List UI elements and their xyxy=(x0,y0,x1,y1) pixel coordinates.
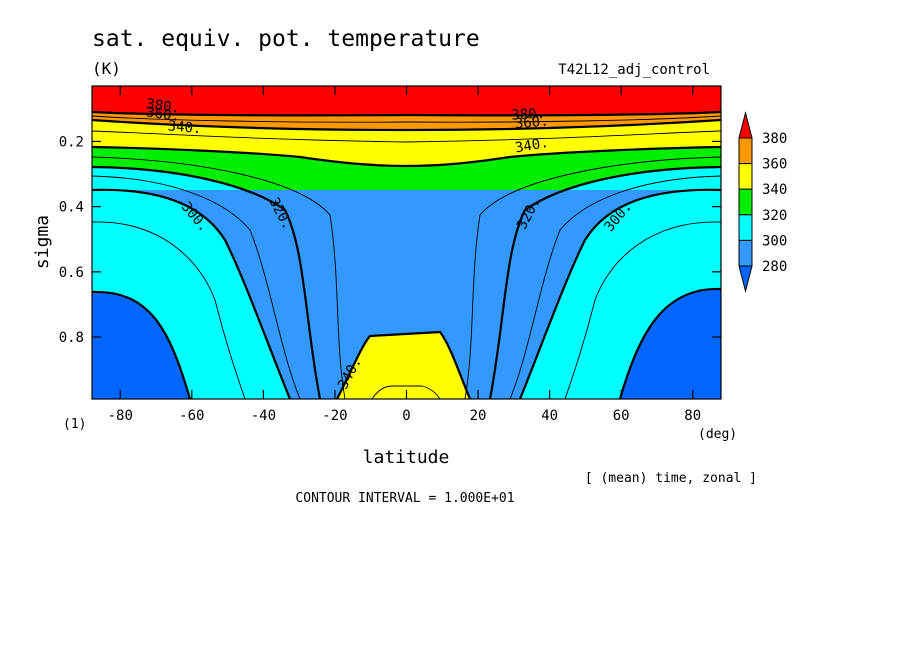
contour-label: 360. xyxy=(145,104,181,125)
colorbar-label: 300 xyxy=(762,233,787,249)
y-tick-label: 0.6 xyxy=(59,265,84,281)
averaging-note: [ (mean) time, zonal ] xyxy=(585,471,757,486)
x-tick-label: -40 xyxy=(251,408,276,424)
contour-line-300 xyxy=(92,188,721,399)
contour-line-330 xyxy=(92,156,721,399)
colorbar-label: 380 xyxy=(762,131,787,147)
band-below-280-left xyxy=(92,291,190,399)
units-label: (K) xyxy=(92,59,121,78)
colorbar-bottom-triangle xyxy=(738,265,753,293)
contour-interval-note: CONTOUR INTERVAL = 1.000E+01 xyxy=(295,491,514,506)
colorbar-segment xyxy=(738,214,753,241)
contour-line-370 xyxy=(92,115,721,123)
y-axis-label: sigma xyxy=(32,215,53,269)
contour-line-280 xyxy=(92,287,721,399)
colorbar-label: 320 xyxy=(762,208,787,224)
contour-line-inner-340 xyxy=(336,330,472,399)
contour-label: 340. xyxy=(167,118,202,137)
x-tick-label: -80 xyxy=(108,408,133,424)
colorbar-top-triangle xyxy=(738,111,753,139)
x-tick-label: 80 xyxy=(684,408,701,424)
band-280-300 xyxy=(92,189,721,399)
contour-line-350 xyxy=(92,130,721,143)
colorbar: 380 360 340 320 300 280 xyxy=(738,111,787,293)
y-tick-label: 0.4 xyxy=(59,200,84,216)
colorbar-segment xyxy=(738,188,753,216)
contour-label: 380. xyxy=(145,96,181,117)
contour-label: 360. xyxy=(514,113,549,132)
x-tick-label: 60 xyxy=(613,408,630,424)
y-tick-label: 0.8 xyxy=(59,330,84,346)
band-inner-340-360 xyxy=(337,332,470,399)
contour-line-320 xyxy=(92,165,721,399)
contour-line-310 xyxy=(92,175,721,399)
x-units-label: (deg) xyxy=(698,427,737,442)
colorbar-segment xyxy=(738,239,753,267)
contour-line-inner-350 xyxy=(371,385,441,399)
contour-label: 340. xyxy=(514,135,550,157)
experiment-label: T42L12_adj_control xyxy=(558,62,710,78)
contour-line-290 xyxy=(92,221,721,399)
x-tick-label: 20 xyxy=(470,408,487,424)
contour-line-340 xyxy=(92,145,721,168)
band-below-280-right xyxy=(620,288,721,399)
x-tick-label: -60 xyxy=(179,408,204,424)
colorbar-label: 280 xyxy=(762,259,787,275)
x-tick-label: -20 xyxy=(322,408,347,424)
chart-title: sat. equiv. pot. temperature xyxy=(92,26,480,52)
colorbar-label: 340 xyxy=(762,182,787,198)
contour-lines xyxy=(92,110,721,399)
y-tick-label: 0.2 xyxy=(59,134,84,150)
y-units-label: (1) xyxy=(63,417,86,432)
colorbar-label: 360 xyxy=(762,157,787,173)
x-tick-label: 40 xyxy=(541,408,558,424)
colorbar-segment xyxy=(738,137,753,165)
colorbar-segment xyxy=(738,163,753,190)
x-axis-label: latitude xyxy=(363,447,450,468)
contour-label: 380. xyxy=(511,106,546,124)
x-tick-label: 0 xyxy=(402,408,410,424)
axis-ticks: -80 -60 -40 -20 0 20 40 60 80 0.2 0.4 0.6 0.8 xyxy=(59,86,721,424)
contour-line-380 xyxy=(92,110,721,117)
contour-line-360 xyxy=(92,118,721,132)
